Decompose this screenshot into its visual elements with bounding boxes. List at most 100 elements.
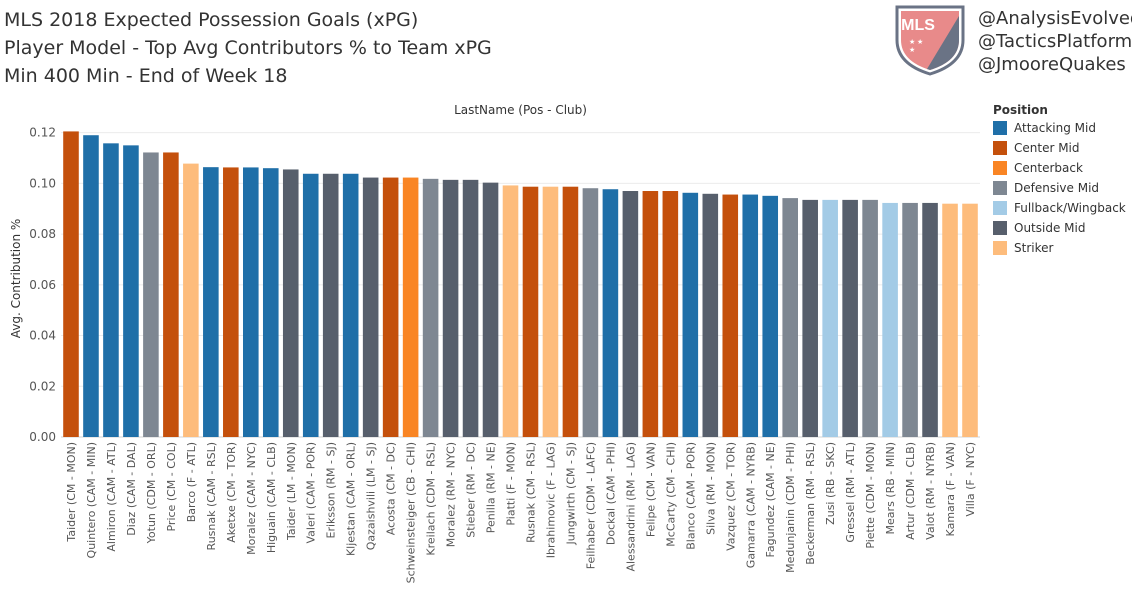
bar xyxy=(362,177,379,437)
legend-label: Defensive Mid xyxy=(1014,181,1100,195)
chart-title: LastName (Pos - Club) xyxy=(454,103,587,117)
bar xyxy=(802,199,818,437)
x-tick-label: Jungwirth (CM - SJ) xyxy=(564,442,577,545)
bar xyxy=(342,173,359,438)
legend-item: Outside Mid xyxy=(993,220,1085,236)
x-tick-label: Ibrahimovic (F - LAG) xyxy=(544,442,557,558)
bar xyxy=(602,189,619,437)
bar xyxy=(482,182,499,437)
bar xyxy=(143,152,159,437)
bar xyxy=(502,185,519,437)
x-tick-label: Kljestan (CAM - ORL) xyxy=(345,442,358,556)
x-tick-label: Mears (RB - MIN) xyxy=(884,442,897,534)
x-tick-label: Yotun (CDM - ORL) xyxy=(145,442,158,544)
legend-swatch xyxy=(993,241,1007,255)
y-axis-label: Avg. Contribution % xyxy=(9,219,23,339)
x-tick-label: Gamarra (CAM - NYRB) xyxy=(744,442,757,568)
bar xyxy=(243,167,259,437)
bar xyxy=(622,191,639,437)
y-tick-label: 0.10 xyxy=(29,176,56,190)
legend-item: Attacking Mid xyxy=(993,120,1096,136)
bar xyxy=(962,203,978,437)
legend-label: Centerback xyxy=(1014,161,1083,175)
x-tick-label: Villa (F - NYC) xyxy=(964,442,977,517)
x-tick-label: Schweinsteiger (CB - CHI) xyxy=(405,442,418,583)
bar xyxy=(542,186,559,437)
legend-item: Fullback/Wingback xyxy=(993,200,1126,216)
legend-swatch xyxy=(993,161,1007,175)
title-line-2: Player Model - Top Avg Contributors % to… xyxy=(4,37,492,59)
bar xyxy=(123,145,139,438)
x-tick-label: Taider (CM - MON) xyxy=(65,442,78,543)
svg-text:★: ★ xyxy=(909,46,915,54)
twitter-handle-1: @AnalysisEvolved xyxy=(978,8,1132,29)
bar xyxy=(382,177,399,437)
y-tick-label: 0.12 xyxy=(29,126,56,140)
legend-label: Attacking Mid xyxy=(1014,121,1096,135)
bar xyxy=(223,167,239,437)
x-tick-label: Kamara (F - VAN) xyxy=(944,442,957,536)
bar xyxy=(203,167,219,437)
x-tick-label: Fagundez (CAM - NE) xyxy=(764,442,777,557)
bar xyxy=(822,199,838,437)
bar xyxy=(782,198,798,437)
x-tick-label: Qazaishvili (LM - SJ) xyxy=(365,442,378,550)
bar xyxy=(462,179,479,437)
bar xyxy=(762,195,779,437)
bar xyxy=(942,203,958,437)
bar xyxy=(662,191,679,437)
title-line-3: Min 400 Min - End of Week 18 xyxy=(4,65,288,87)
x-tick-label: Piette (CDM - MON) xyxy=(864,442,877,549)
twitter-handle-2: @TacticsPlatform xyxy=(978,31,1132,52)
x-tick-label: Quintero (CAM - MIN) xyxy=(85,442,98,558)
x-tick-label: Artur (CDM - CLB) xyxy=(904,442,917,540)
bar xyxy=(262,168,279,437)
legend-label: Center Mid xyxy=(1014,141,1080,155)
bar xyxy=(83,135,99,437)
y-tick-label: 0.00 xyxy=(29,430,56,444)
bar xyxy=(742,194,759,437)
x-tick-label: Rusnak (CM - RSL) xyxy=(524,442,537,543)
legend-item: Centerback xyxy=(993,160,1083,176)
x-tick-label: Blanco (CAM - POR) xyxy=(684,442,697,550)
bar xyxy=(702,193,719,437)
bar xyxy=(682,192,699,437)
x-tick-label: Price (CM - COL) xyxy=(165,442,178,532)
bar xyxy=(442,179,459,437)
x-tick-label: Dockal (CAM - PHI) xyxy=(604,442,617,545)
x-tick-label: Moralez (CAM - NYC) xyxy=(245,442,258,555)
x-tick-label: Almiron (CAM - ATL) xyxy=(105,442,118,552)
x-tick-label: Zusi (RB - SKC) xyxy=(824,442,837,525)
legend-swatch xyxy=(993,121,1007,135)
legend-swatch xyxy=(993,181,1007,195)
mls-logo-icon: MLS ★ ★ ★ xyxy=(895,5,965,76)
x-tick-label: Higuain (CAM - CLB) xyxy=(265,442,278,553)
legend-swatch xyxy=(993,141,1007,155)
x-tick-label: Stieber (RM - DC) xyxy=(465,442,478,538)
bar xyxy=(183,163,199,437)
x-tick-label: Moralez (RM - NYC) xyxy=(445,442,458,547)
x-tick-label: Rusnak (CAM - RSL) xyxy=(205,442,218,550)
bar xyxy=(722,194,739,437)
bar xyxy=(522,186,539,437)
legend-item: Striker xyxy=(993,240,1053,256)
legend-swatch xyxy=(993,221,1007,235)
bar xyxy=(562,186,579,437)
bar xyxy=(302,173,319,438)
twitter-handle-3: @JmooreQuakes xyxy=(978,54,1126,75)
x-tick-label: Acosta (CM - DC) xyxy=(385,442,398,535)
x-tick-label: Silva (RM - MON) xyxy=(704,442,717,535)
bar xyxy=(582,188,599,437)
bar xyxy=(402,177,419,437)
x-tick-label: Vazquez (CM - TOR) xyxy=(724,442,737,551)
bar xyxy=(282,169,299,437)
bar xyxy=(842,199,858,437)
x-tick-label: Valeri (CAM - POR) xyxy=(305,442,318,544)
x-tick-label: Beckerman (RM - RSL) xyxy=(804,442,817,565)
legend-swatch xyxy=(993,201,1007,215)
x-tick-label: Gressel (RM - ATL) xyxy=(844,442,857,543)
x-tick-label: Medunjanin (CDM - PHI) xyxy=(784,442,797,573)
bar xyxy=(862,199,878,437)
x-tick-label: Diaz (CAM - DAL) xyxy=(125,442,138,536)
y-tick-label: 0.02 xyxy=(29,379,56,393)
